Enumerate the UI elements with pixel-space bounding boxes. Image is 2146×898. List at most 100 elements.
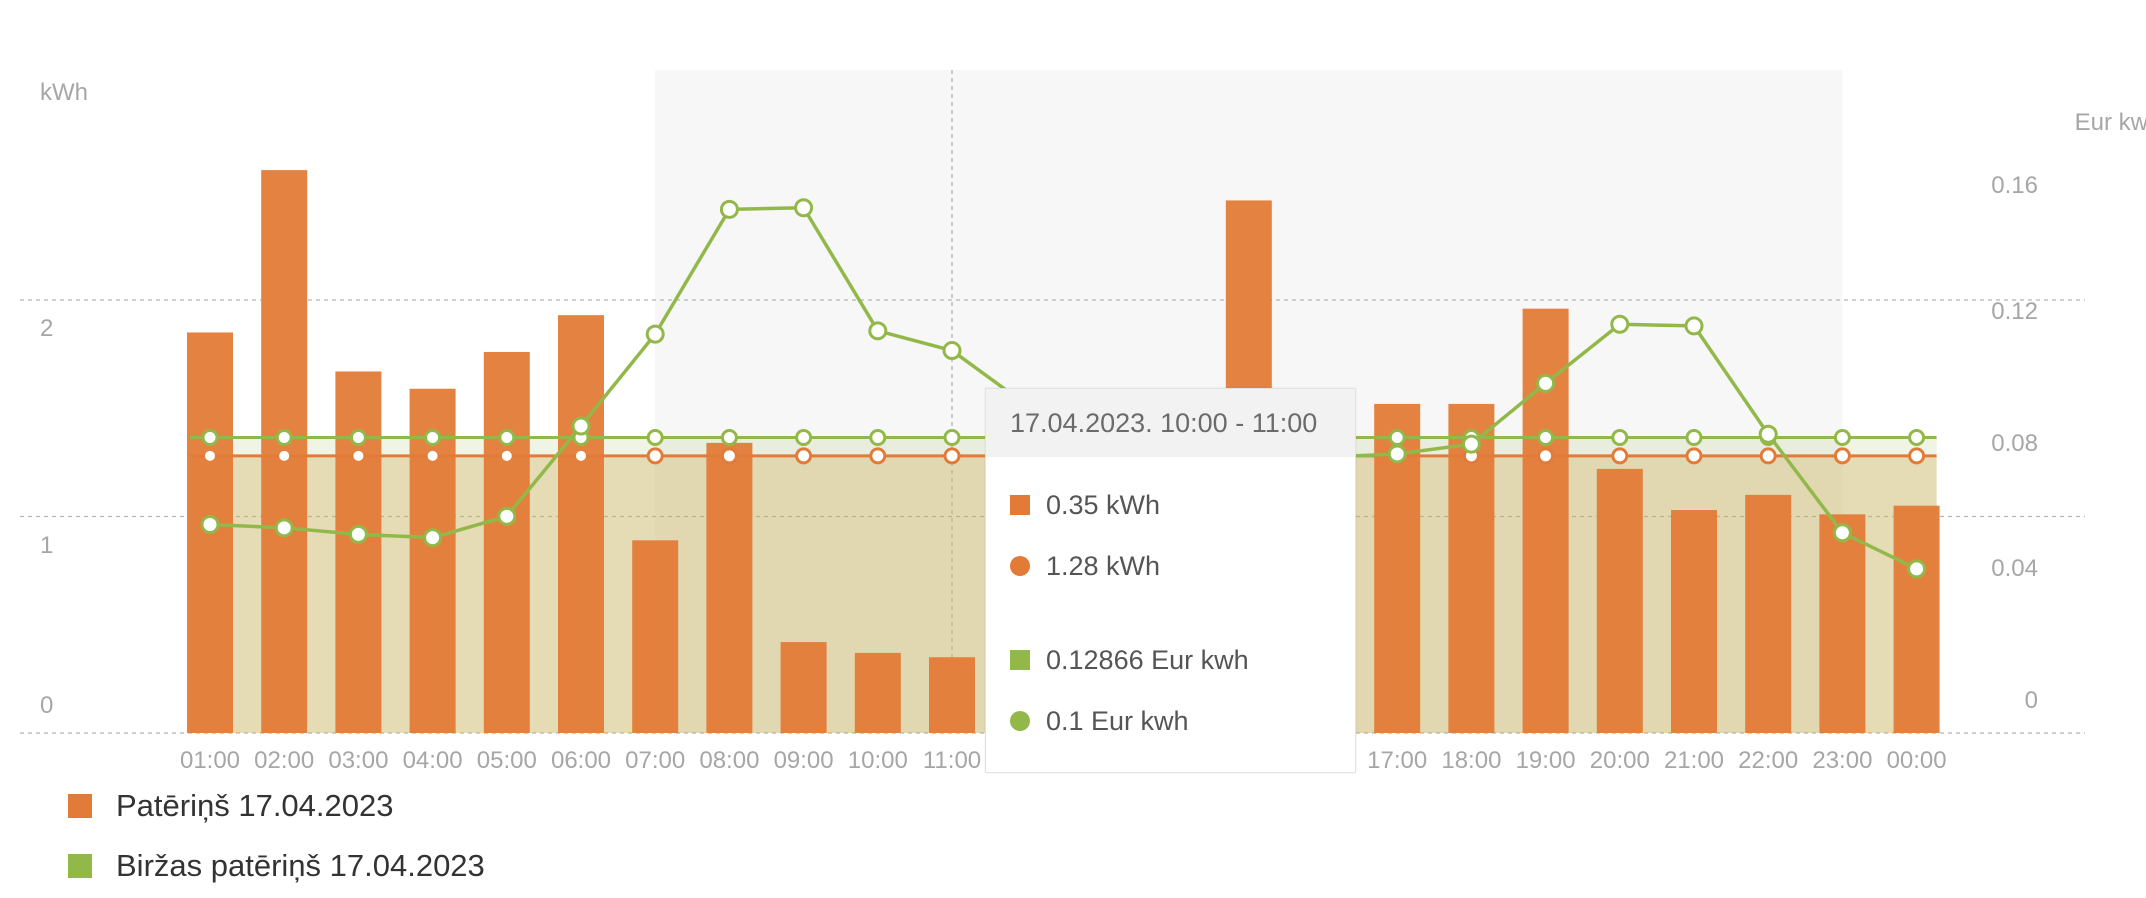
x-tick-label: 09:00 xyxy=(774,747,834,774)
consumption-average-point xyxy=(279,450,290,461)
price-average-point xyxy=(1685,429,1703,447)
legend-item-exchange[interactable]: Biržas patēriņš 17.04.2023 xyxy=(68,848,485,884)
x-tick-label: 23:00 xyxy=(1812,747,1872,774)
circle-swatch-icon xyxy=(1010,710,1030,731)
bar xyxy=(706,442,753,733)
price-average-point xyxy=(1833,429,1851,447)
price-average-point xyxy=(275,429,293,447)
circle-swatch-icon xyxy=(1010,555,1030,576)
bar xyxy=(483,351,530,733)
consumption-average-point xyxy=(1685,447,1703,465)
tooltip-row-price-avg: 0.1 Eur kwh xyxy=(1010,701,1189,737)
price-point xyxy=(571,416,591,436)
consumption-average-point xyxy=(646,447,664,465)
square-swatch-icon xyxy=(1010,649,1030,670)
price-average-point xyxy=(1611,429,1629,447)
y-left-tick-label: 2 xyxy=(40,315,53,342)
y-right-tick-label: 0.16 xyxy=(1991,172,2038,199)
x-tick-label: 07:00 xyxy=(625,747,685,774)
price-point xyxy=(1832,523,1852,543)
x-tick-label: 11:00 xyxy=(923,747,981,774)
price-point xyxy=(423,528,443,548)
bar xyxy=(854,652,901,733)
price-average-point xyxy=(349,429,367,447)
consumption-average-point xyxy=(1537,447,1555,465)
y-right-tick-label: 0.04 xyxy=(1991,555,2038,582)
price-average-point xyxy=(1537,429,1555,447)
bar xyxy=(632,540,679,733)
y-left-tick-label: 0 xyxy=(40,692,53,719)
x-tick-label: 01:00 xyxy=(180,747,240,774)
x-tick-label: 19:00 xyxy=(1516,747,1576,774)
x-tick-label: 02:00 xyxy=(254,747,314,774)
bar xyxy=(1671,510,1717,733)
legend-label: Biržas patēriņš 17.04.2023 xyxy=(116,848,485,883)
x-tick-label: 04:00 xyxy=(403,747,463,774)
tooltip-title: 17.04.2023. 10:00 - 11:00 xyxy=(986,389,1355,457)
legend-item-consumption[interactable]: Patēriņš 17.04.2023 xyxy=(68,788,394,824)
bar xyxy=(335,371,382,733)
legend-label: Patēriņš 17.04.2023 xyxy=(116,788,394,823)
x-tick-label: 00:00 xyxy=(1887,747,1947,774)
price-point xyxy=(645,324,665,344)
y-right-tick-label: 0.08 xyxy=(1991,430,2038,457)
consumption-average-point xyxy=(943,447,961,465)
consumption-average-point xyxy=(1833,447,1851,465)
x-tick-label: 08:00 xyxy=(699,747,759,774)
tooltip: 17.04.2023. 10:00 - 11:00 0.35 kWh 1.28 … xyxy=(985,388,1356,773)
consumption-average-point xyxy=(427,450,438,461)
y-right-tick-label: 0 xyxy=(2025,687,2038,714)
legend-swatch-icon xyxy=(68,794,92,818)
price-average-point xyxy=(646,429,664,447)
price-average-point xyxy=(424,429,442,447)
consumption-average-point xyxy=(205,450,215,461)
price-point xyxy=(1536,373,1556,393)
consumption-average-point xyxy=(1611,447,1629,465)
price-average-point xyxy=(869,429,887,447)
price-average-point xyxy=(1388,429,1406,447)
price-point xyxy=(1907,559,1927,579)
price-point xyxy=(497,506,517,526)
price-point xyxy=(1387,444,1407,464)
square-swatch-icon xyxy=(1010,494,1030,515)
y-left-tick-label: 1 xyxy=(40,532,53,559)
price-point xyxy=(1758,424,1778,444)
consumption-average-point xyxy=(1908,447,1926,465)
consumption-average-point xyxy=(720,447,738,465)
price-point xyxy=(1684,316,1704,336)
bar xyxy=(1893,505,1940,733)
price-point xyxy=(274,518,294,538)
price-point xyxy=(200,515,220,535)
consumption-average-point xyxy=(795,447,813,465)
price-point xyxy=(942,341,962,361)
price-point xyxy=(868,321,888,341)
bar xyxy=(1819,514,1866,733)
price-average-point xyxy=(943,429,961,447)
bar xyxy=(558,315,604,733)
bar xyxy=(409,388,456,733)
price-point xyxy=(348,524,368,544)
consumption-average-point xyxy=(353,450,364,461)
bar xyxy=(780,642,827,733)
bar xyxy=(929,657,975,733)
price-point xyxy=(794,198,814,218)
consumption-average-point xyxy=(1759,447,1777,465)
price-point xyxy=(1610,314,1630,334)
y-right-axis-label: Eur kwh xyxy=(2075,109,2146,136)
price-average-point xyxy=(720,429,738,447)
price-average-point xyxy=(498,429,516,447)
bar xyxy=(1596,468,1643,733)
y-left-axis-label: kWh xyxy=(40,79,88,106)
x-tick-label: 06:00 xyxy=(551,747,611,774)
consumption-average-point xyxy=(869,447,887,465)
bar xyxy=(1745,494,1792,733)
x-tick-label: 18:00 xyxy=(1441,747,1501,774)
price-average-point xyxy=(201,429,219,447)
consumption-average-point xyxy=(576,450,586,461)
x-tick-label: 03:00 xyxy=(328,747,388,774)
x-tick-label: 21:00 xyxy=(1664,747,1724,774)
x-tick-label: 05:00 xyxy=(477,747,537,774)
price-point xyxy=(1461,434,1481,454)
x-tick-label: 20:00 xyxy=(1590,747,1650,774)
legend-swatch-icon xyxy=(68,854,92,878)
